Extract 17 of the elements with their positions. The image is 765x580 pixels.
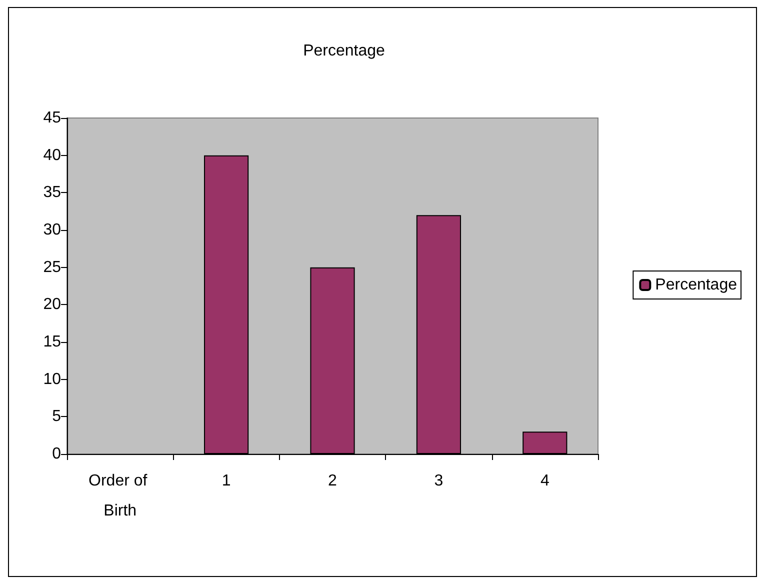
legend-label: Percentage <box>655 276 738 294</box>
y-tick-label: 5 <box>52 408 62 426</box>
y-tick-label: 25 <box>43 258 62 276</box>
y-tick-label: 20 <box>43 296 62 314</box>
y-tick-label: 15 <box>43 334 62 350</box>
x-tick-label: Order of Birth <box>88 472 152 520</box>
x-tick-label: 3 <box>434 472 444 490</box>
chart-title: Percentage <box>303 42 386 60</box>
y-tick-label: 35 <box>43 184 62 202</box>
y-tick-label: 0 <box>52 446 62 462</box>
y-tick-label: 10 <box>43 370 62 388</box>
x-tick-label: 2 <box>328 472 338 490</box>
y-tick-label: 45 <box>43 110 62 126</box>
x-tick-label: 4 <box>540 472 550 490</box>
y-tick-label: 30 <box>43 222 62 238</box>
x-tick-label: 1 <box>222 472 231 490</box>
y-tick-label: 40 <box>43 146 62 164</box>
